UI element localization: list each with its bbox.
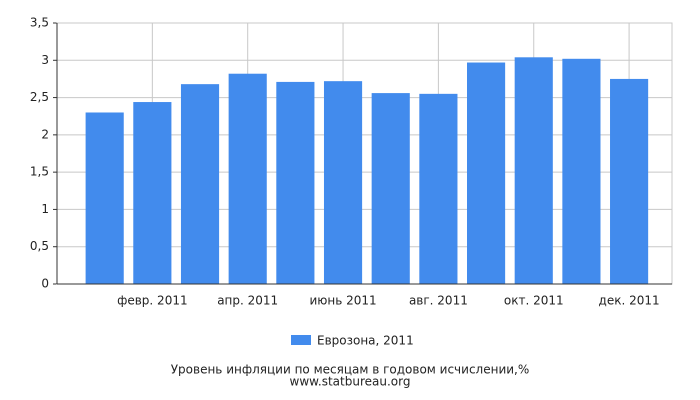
- bar: [514, 57, 553, 284]
- x-tick-label: дек. 2011: [599, 294, 660, 308]
- bar: [276, 81, 315, 284]
- bar: [467, 62, 506, 284]
- bar: [228, 73, 267, 284]
- bar: [419, 93, 458, 284]
- legend-label: Еврозона, 2011: [317, 334, 414, 348]
- x-tick-label: июнь 2011: [309, 294, 376, 308]
- y-tick-label: 2: [41, 127, 49, 141]
- bar: [610, 78, 649, 284]
- y-tick-label: 3,5: [30, 16, 49, 30]
- y-tick-label: 2,5: [30, 90, 49, 104]
- bar: [180, 84, 220, 284]
- bar: [323, 81, 363, 284]
- y-tick-label: 0: [41, 277, 49, 291]
- chart-title: Уровень инфляции по месяцам в годовом ис…: [171, 363, 530, 377]
- chart-subtitle: www.statbureau.org: [290, 375, 411, 389]
- y-tick-label: 3: [41, 53, 49, 67]
- y-tick-label: 0,5: [30, 239, 49, 253]
- y-tick-label: 1: [41, 202, 49, 216]
- x-tick-label: авг. 2011: [409, 294, 468, 308]
- legend-swatch: [291, 335, 311, 345]
- x-tick-label: апр. 2011: [217, 294, 278, 308]
- x-tick-label: окт. 2011: [504, 294, 564, 308]
- bar: [371, 93, 410, 285]
- x-tick-label: февр. 2011: [117, 294, 188, 308]
- bar: [85, 112, 124, 284]
- y-tick-label: 1,5: [30, 165, 49, 179]
- bar: [133, 102, 172, 284]
- bar: [562, 58, 601, 285]
